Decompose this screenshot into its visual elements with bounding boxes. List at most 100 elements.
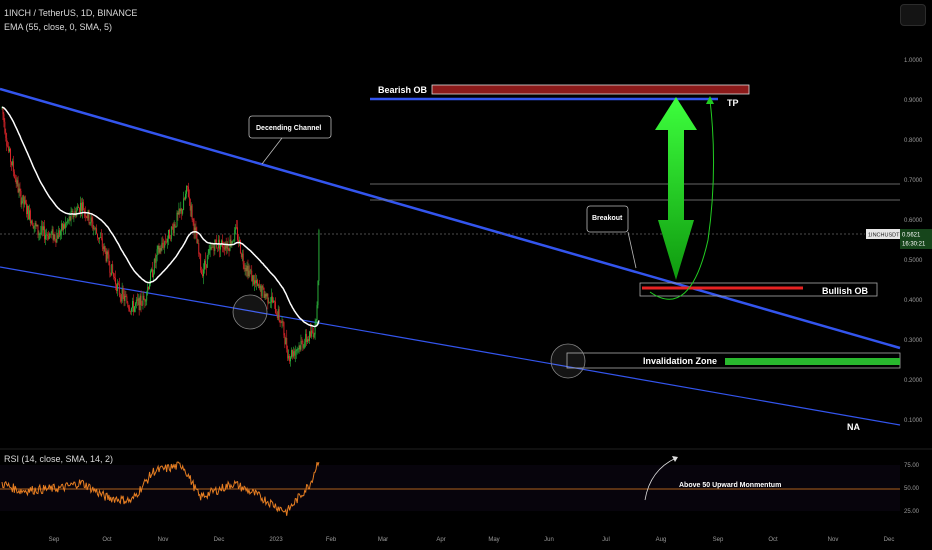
candle-body [259,285,261,289]
candle-body [272,296,274,303]
price-tick-label: 0.9000 [904,98,923,104]
candle-body [176,212,178,227]
candle-body [205,264,207,268]
time-tick-label: Oct [102,537,112,543]
descending-channel-callout[interactable]: Decending Channel [248,115,332,165]
price-tick-label: 0.6000 [904,218,923,224]
candle-body [3,114,5,122]
time-tick-label: Apr [436,537,445,543]
candle-body [168,229,170,239]
rsi-axis[interactable]: 75.00 50.00 25.00 [904,463,920,515]
candle-body [212,246,214,248]
candle-body [48,234,50,240]
candle-body [50,232,52,235]
candle-body [275,313,277,315]
candle-body [155,255,157,263]
bullish-ob-label: Bullish OB [822,286,869,296]
descending-channel-label: Decending Channel [256,125,321,132]
candle-body [265,294,267,297]
candle-body [151,269,152,272]
candle-body [103,246,105,250]
time-tick-label: Aug [656,537,667,543]
candle-body [42,226,44,231]
breakout-callout[interactable]: Breakout [586,205,637,269]
candle-body [92,221,94,230]
candle-body [286,337,288,350]
candle-body [189,199,191,211]
rsi-tick-label: 50.00 [904,486,920,492]
candle-body [172,226,174,234]
candle-body [148,286,150,290]
time-axis[interactable]: Sep Oct Nov Dec 2023 Feb Mar Apr May Jun Jul Aug Sep… [49,537,895,543]
candle-body [120,296,122,302]
candle-body [303,346,305,348]
projection-curve [649,99,715,300]
candle-body [226,243,228,249]
ema-indicator-label[interactable]: EMA (55, close, 0, SMA, 5) [4,22,113,32]
bearish-ob-box[interactable] [431,84,750,95]
candle-body [204,260,206,265]
candle-body [306,333,308,342]
candle-body [138,298,140,311]
bearish-ob-label: Bearish OB [378,85,428,95]
candle-body [89,222,91,224]
price-axis[interactable]: 1.0000 0.9000 0.8000 0.7000 0.6000 0.5000 0.40… [904,58,923,424]
rsi-indicator-label[interactable]: RSI (14, close, SMA, 14, 2) [4,454,114,464]
candle-body [82,202,84,211]
chart-settings-button[interactable] [900,4,926,26]
price-tick-label: 0.4000 [904,298,923,304]
candle-body [310,330,312,337]
candle-body [66,220,68,223]
candle-body [4,121,6,133]
candle-body [300,341,302,350]
time-tick-label: Sep [49,537,60,543]
candle-body [91,217,93,222]
candle-body [217,247,219,249]
candle-body [181,208,183,214]
candle-body [19,188,21,191]
candle-body [98,237,99,239]
candle-body [161,242,163,251]
candle-body [309,331,311,337]
candle-body [242,253,244,265]
candle-body [316,305,318,320]
candle-body [110,272,112,276]
candle-body [165,241,167,242]
candle-series [1,106,320,367]
candle-body [53,234,55,240]
bullish-ob-box[interactable] [639,282,878,297]
candle-body [256,280,257,284]
candle-body [108,254,110,265]
candle-body [93,228,95,230]
candle-body [202,274,204,277]
candle-body [13,171,15,178]
candle-body [11,161,12,166]
candle-body [288,355,290,359]
candle-body [60,231,62,236]
candle-body [177,212,179,215]
candle-body [179,208,181,212]
symbol-title: 1INCH / TetherUS, 1D, BINANCE [4,8,138,18]
candle-body [69,216,71,221]
candle-body [169,238,171,240]
price-tick-label: 0.8000 [904,138,923,144]
candle-body [85,216,87,217]
candle-body [27,205,28,215]
time-tick-label: 2023 [269,537,283,543]
candle-body [264,294,266,298]
candle-body [76,209,78,217]
candle-body [267,293,269,303]
candle-body [33,225,35,229]
candle-body [159,248,161,253]
candle-body [104,246,106,252]
candle-body [230,239,232,246]
candle-body [251,270,253,282]
candle-body [12,161,14,172]
candle-body [32,225,34,229]
candle-body [35,222,37,227]
candle-body [130,311,132,312]
candle-body [100,237,102,239]
candle-body [99,237,101,238]
candle-body [25,200,27,204]
